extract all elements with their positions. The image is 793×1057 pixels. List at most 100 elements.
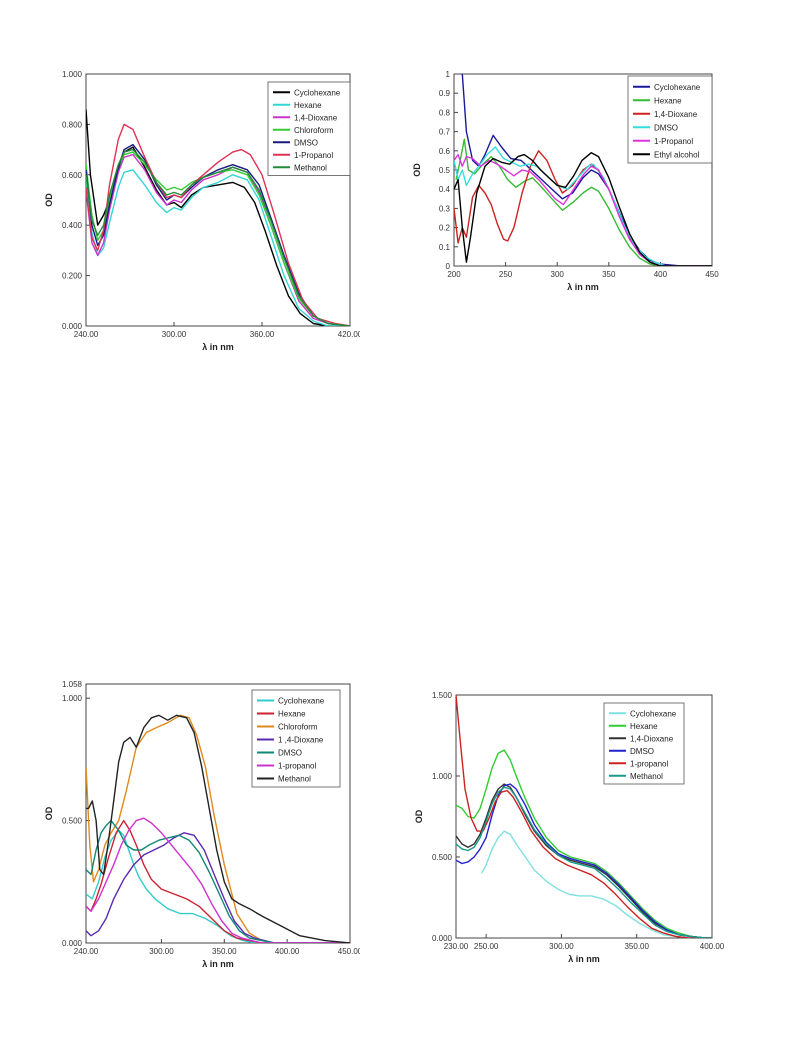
x-tick-label: 200 [447,270,461,279]
y-tick-label: 0.9 [439,89,451,98]
series-line-4 [454,153,712,266]
x-tick-label: 300.00 [549,942,574,951]
series-line-5 [86,123,350,326]
series-line-6 [86,714,350,943]
legend-label: Cyclohexane [294,88,341,97]
legend-label: DMSO [294,138,318,147]
y-tick-label: 0.500 [62,817,83,826]
x-tick-label: 350.00 [212,947,237,956]
legend-label: Cyclohexane [278,697,325,706]
x-tick-label: 250.00 [474,942,499,951]
y-tick-label: 0.5 [439,166,451,175]
legend-label: 1-propanol [278,762,316,771]
y-tick-label: 1.000 [432,772,453,781]
legend-box [603,702,685,785]
x-tick-label: 240.00 [74,947,99,956]
chart-panel-4: 230.00 250.00 300.00 350.00 400.00 0.000 0.500… [400,685,730,970]
legend-box [627,75,713,164]
x-tick-label: 360.00 [250,330,275,339]
legend-label: Hexane [278,710,306,719]
y-axis-label: OD [44,193,54,207]
y-tick-label: 0.800 [62,120,83,129]
legend-label: Chloroform [278,723,318,732]
series-line-2 [86,714,350,943]
x-tick-label: 230.00 [444,942,469,951]
x-axis-label: λ in nm [202,342,234,352]
y-tick-label: 0.6 [439,147,451,156]
chart-panel-3: 240.00 300.00 350.00 400.00 450.00 0.000 0.500… [30,668,363,969]
x-tick-label: 250 [499,270,513,279]
series-line-4 [86,819,350,943]
legend-label: DMSO [654,123,678,132]
y-tick-label: 0.000 [432,934,453,943]
legend-label: Cyclohexane [654,83,701,92]
legend-label: DMSO [278,749,302,758]
x-tick-label: 400.00 [700,942,725,951]
legend-label: 1-Propanol [654,137,693,146]
series-line-3 [86,151,350,326]
legend-label: Hexane [294,101,322,110]
legend-label: Methanol [278,775,311,784]
x-axis-label: λ in nm [567,282,599,292]
series-line-4 [456,695,712,938]
x-tick-label: 420.00 [338,330,360,339]
legend-label: Chloroform [294,126,334,135]
legend-label: DMSO [630,747,654,756]
x-tick-label: 400.00 [275,947,300,956]
legend-label: Methanol [294,163,327,172]
series-line-5 [86,817,350,943]
series-line-0 [480,830,712,938]
y-tick-label: 0.8 [439,108,451,117]
legend-label: Hexane [630,722,658,731]
y-tick-label: 0.200 [62,272,83,281]
x-tick-label: 450 [705,270,719,279]
x-tick-label: 300.00 [162,330,187,339]
series-line-5 [454,152,712,266]
y-axis-label: OD [412,163,422,177]
legend-label: Cyclohexane [630,709,677,718]
legend-label: Methanol [630,772,663,781]
y-tick-label: 0.500 [432,853,453,862]
y-tick-label: 1 [446,70,451,79]
legend-label: 1,4-Dioxane [654,110,698,119]
series-line-1 [456,749,712,938]
y-tick-label: 0.7 [439,128,451,137]
legend-label: 1,4-Dioxane [294,113,338,122]
y-tick-label: 0.1 [439,243,451,252]
spectrum-chart-3: 240.00 300.00 350.00 400.00 450.00 0.000 0.500… [44,680,363,969]
y-tick-label: 0.600 [62,171,83,180]
x-tick-label: 300 [551,270,565,279]
y-tick-label: 0.3 [439,204,451,213]
x-tick-label: 240.00 [74,330,99,339]
y-tick-label: 1.058 [62,680,83,689]
x-axis-label: λ in nm [202,959,234,968]
legend-label: 1 ,4-Dioxane [278,736,324,745]
series-line-6 [86,148,350,326]
y-tick-label: 0.000 [62,939,83,948]
chart-panel-1: 240.00 300.00 360.00 420.00 0.000 0.200 0.400 0… [30,58,363,358]
x-tick-label: 350 [602,270,616,279]
series-line-5 [456,786,712,938]
y-tick-label: 0 [446,262,451,271]
x-tick-label: 300.00 [149,947,174,956]
legend-label: 1-propanol [630,759,668,768]
y-tick-label: 0.400 [62,221,83,230]
y-tick-label: 0.000 [62,322,83,331]
series-line-1 [86,169,350,326]
series-line-0 [86,829,350,943]
y-tick-label: 1.500 [432,691,453,700]
spectrum-chart-1: 240.00 300.00 360.00 420.00 0.000 0.200 0.400 0… [44,70,363,352]
y-tick-label: 0.4 [439,185,451,194]
x-tick-label: 400 [654,270,668,279]
y-axis-label: OD [44,806,54,820]
series-line-1 [455,138,712,266]
y-axis-label: OD [414,809,424,823]
y-tick-label: 1.000 [62,70,83,79]
spectrum-chart-2: 200 250 300 350 400 450 0 0.1 0.2 0.3 0.4 0.5 0.6 0.7… [412,70,719,292]
series-line-3 [456,783,712,938]
spectrum-chart-4: 230.00 250.00 300.00 350.00 400.00 0.000 0.500… [414,691,725,964]
y-tick-label: 0.2 [439,224,451,233]
legend-label: 1-Propanol [294,151,333,160]
x-axis-label: λ in nm [568,954,600,964]
x-tick-label: 450.00 [338,947,360,956]
